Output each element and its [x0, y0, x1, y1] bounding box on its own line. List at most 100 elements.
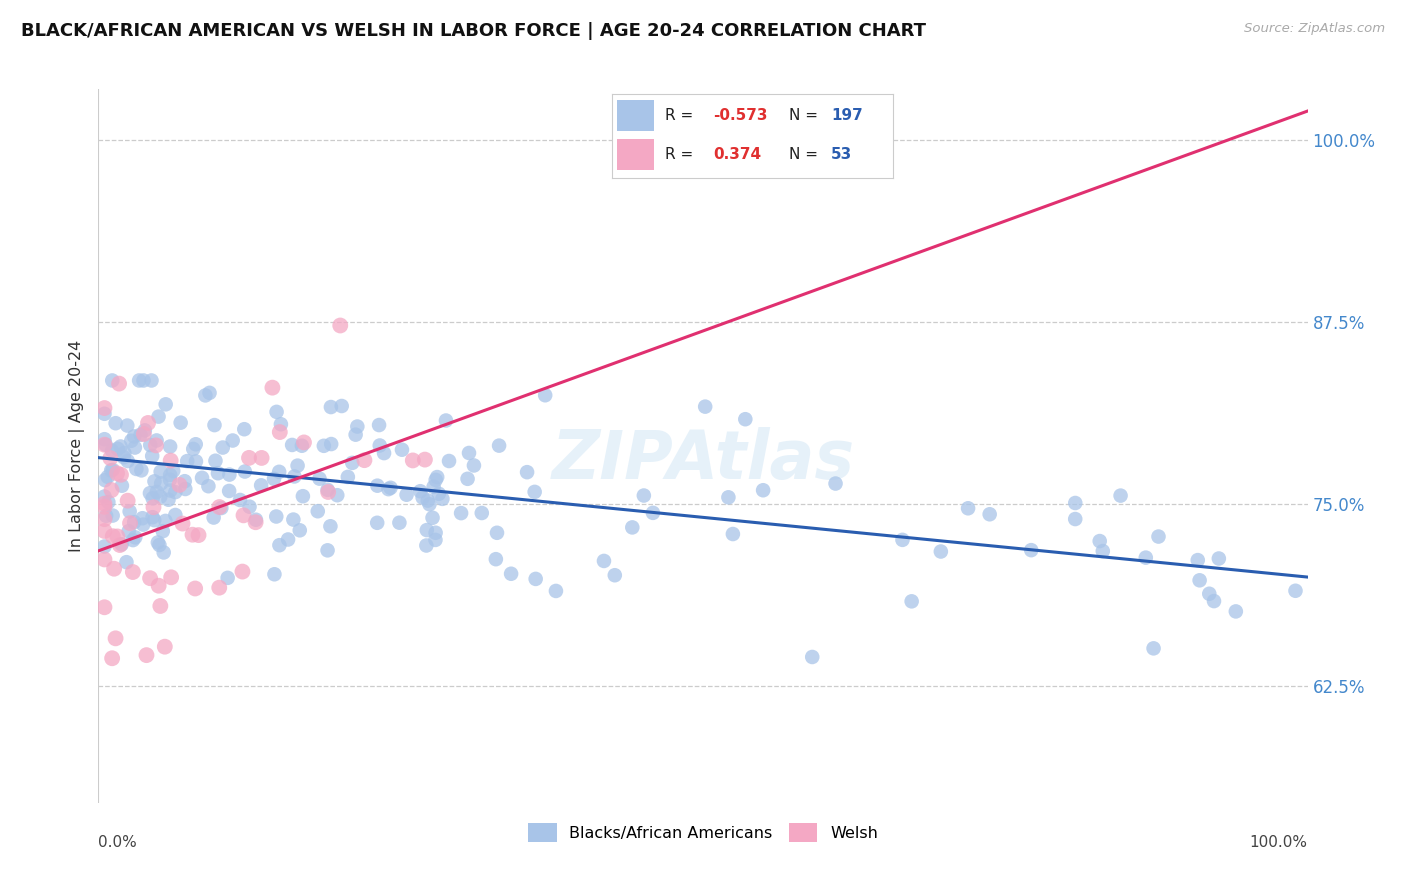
Point: [1284, 583, 1306, 598]
Point: [131, 463, 153, 477]
Point: [373, 446, 395, 460]
Point: [388, 516, 411, 530]
Point: [524, 572, 547, 586]
Point: [523, 484, 546, 499]
Point: [752, 483, 775, 498]
Point: [101, 651, 124, 665]
Point: [262, 381, 284, 395]
Point: [426, 470, 449, 484]
Point: [245, 515, 267, 529]
Point: [266, 405, 288, 419]
Point: [120, 434, 142, 448]
Point: [149, 490, 172, 504]
Point: [281, 438, 304, 452]
Point: [1208, 551, 1230, 566]
Point: [108, 376, 131, 391]
Point: [108, 538, 131, 552]
Point: [368, 438, 391, 452]
Point: [437, 454, 460, 468]
Point: [208, 500, 231, 514]
Point: [593, 554, 616, 568]
Point: [101, 463, 124, 477]
Point: [98, 451, 121, 466]
Point: [129, 427, 152, 442]
Point: [307, 504, 329, 518]
Point: [118, 516, 141, 531]
Point: [184, 454, 207, 468]
Point: [416, 493, 439, 508]
Point: [425, 473, 447, 487]
Y-axis label: In Labor Force | Age 20-24: In Labor Force | Age 20-24: [69, 340, 84, 552]
Point: [122, 533, 145, 547]
Point: [412, 491, 434, 505]
Point: [366, 478, 388, 492]
Point: [202, 510, 225, 524]
Point: [269, 465, 291, 479]
Point: [208, 581, 231, 595]
Point: [695, 400, 717, 414]
Point: [94, 473, 117, 487]
Text: R =: R =: [665, 147, 699, 162]
Point: [150, 476, 173, 491]
Point: [176, 454, 198, 468]
Point: [165, 485, 187, 500]
Point: [291, 489, 314, 503]
Point: [1198, 587, 1220, 601]
Point: [418, 497, 440, 511]
Point: [118, 524, 141, 539]
Point: [1202, 594, 1225, 608]
Bar: [617, 101, 654, 131]
Point: [1188, 574, 1211, 588]
Point: [93, 497, 115, 511]
Point: [422, 480, 444, 494]
Point: [110, 467, 132, 482]
Point: [283, 512, 305, 526]
Point: [391, 442, 413, 457]
Point: [160, 570, 183, 584]
Point: [93, 407, 115, 421]
Point: [174, 482, 197, 496]
Point: [330, 399, 353, 413]
Point: [1109, 489, 1132, 503]
Point: [93, 600, 115, 615]
Point: [146, 535, 169, 549]
Point: [395, 488, 418, 502]
Point: [125, 462, 148, 476]
Point: [118, 504, 141, 518]
Point: [165, 508, 187, 522]
Point: [105, 529, 128, 543]
Point: [141, 374, 163, 388]
Point: [142, 491, 165, 506]
Point: [100, 483, 122, 497]
Point: [238, 500, 260, 514]
Point: [319, 400, 342, 414]
Point: [263, 472, 285, 486]
Point: [425, 533, 447, 547]
Text: 53: 53: [831, 147, 852, 162]
Point: [425, 525, 447, 540]
Point: [217, 571, 239, 585]
Point: [145, 484, 167, 499]
Point: [263, 567, 285, 582]
Point: [621, 520, 644, 534]
Point: [207, 467, 229, 481]
Point: [152, 545, 174, 559]
Point: [534, 388, 557, 402]
Point: [139, 438, 162, 452]
Point: [416, 523, 439, 537]
Point: [245, 513, 267, 527]
Point: [128, 374, 150, 388]
Point: [1019, 543, 1042, 558]
Point: [187, 528, 209, 542]
Point: [159, 440, 181, 454]
Point: [1187, 553, 1209, 567]
Point: [232, 508, 254, 523]
Text: Source: ZipAtlas.com: Source: ZipAtlas.com: [1244, 22, 1385, 36]
Point: [121, 565, 143, 579]
Point: [1225, 604, 1247, 618]
Point: [458, 446, 481, 460]
Text: 0.374: 0.374: [713, 147, 761, 162]
Point: [132, 374, 155, 388]
Point: [336, 470, 359, 484]
Text: N =: N =: [789, 147, 823, 162]
